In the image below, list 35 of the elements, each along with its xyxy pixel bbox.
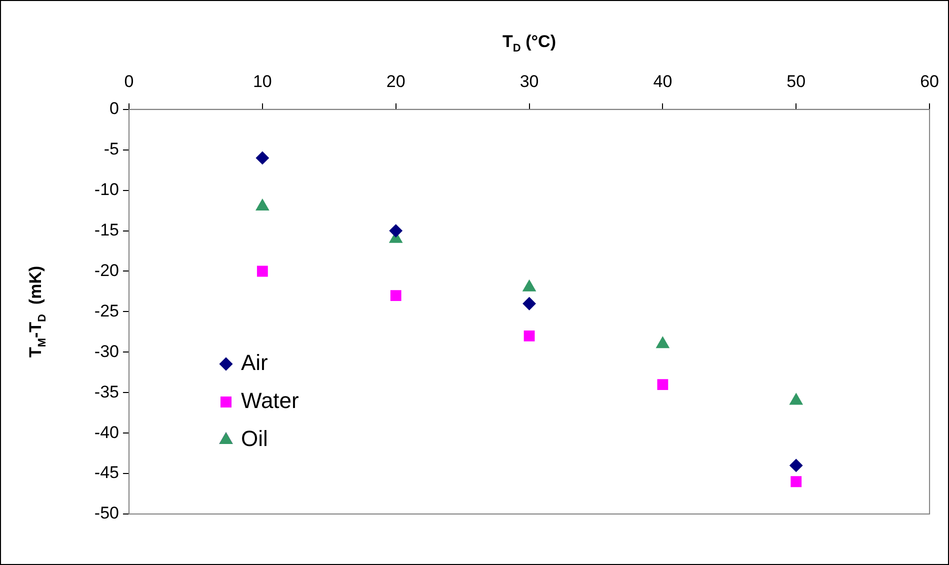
x-tick-label: 60 (920, 72, 940, 91)
point (656, 336, 670, 348)
legend-label: Water (241, 388, 299, 414)
x-tick-label: 10 (252, 72, 272, 91)
point (790, 393, 803, 405)
y-tick-label: -40 (94, 422, 119, 442)
point (256, 199, 269, 211)
point (522, 297, 536, 310)
point (657, 379, 668, 390)
x-tick-label: 40 (653, 72, 672, 91)
point (790, 458, 803, 472)
y-tick-label: 0 (110, 99, 119, 118)
y-tick-label: -25 (94, 301, 119, 320)
y-axis-title: TM-TD (mK) (26, 266, 48, 358)
y-tick-label: -10 (94, 180, 119, 200)
point (790, 476, 802, 488)
point (389, 224, 402, 238)
point (256, 266, 268, 277)
y-tick-label: -5 (104, 140, 119, 159)
x-tick-label: 0 (124, 72, 134, 91)
y-tick-label: -30 (94, 342, 119, 361)
legend-label: Oil (241, 426, 268, 452)
y-tick-label: -45 (94, 463, 119, 482)
point (390, 290, 402, 301)
x-tick-label: 20 (386, 72, 406, 91)
point (256, 151, 269, 164)
y-tick-label: -15 (94, 220, 119, 240)
point (524, 330, 535, 342)
x-tick-label: 30 (520, 72, 539, 91)
y-tick-label: -20 (94, 260, 119, 280)
y-tick-label: -50 (94, 504, 119, 523)
legend-label: Air (241, 350, 268, 376)
point (522, 280, 536, 292)
x-tick-label: 50 (786, 72, 806, 91)
y-tick-label: -35 (94, 382, 119, 402)
